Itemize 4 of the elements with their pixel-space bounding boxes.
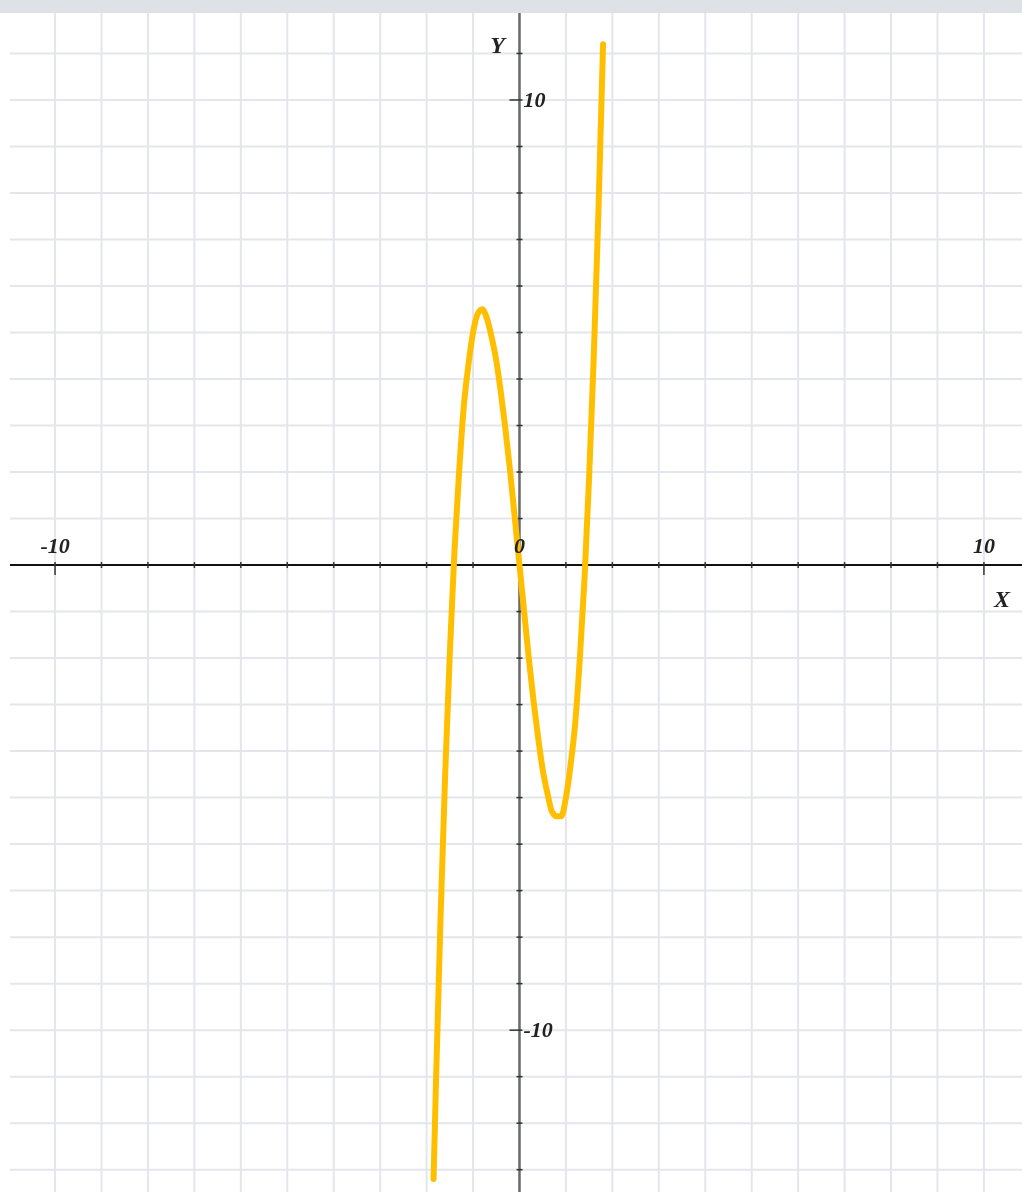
- x-tick-label: 10: [972, 533, 995, 559]
- x-axis-title: X: [992, 586, 1011, 613]
- x-tick-label: -10: [40, 533, 70, 559]
- y-axis-title: Y: [490, 32, 508, 58]
